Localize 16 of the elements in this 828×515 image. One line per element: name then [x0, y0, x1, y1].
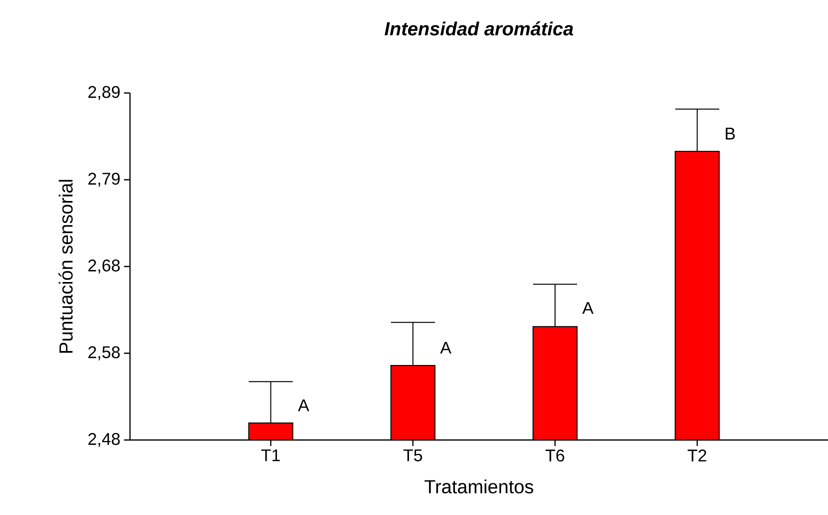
y-tick-label: 2,79	[88, 172, 120, 187]
x-tick-label: T1	[261, 450, 280, 462]
y-tick-label: 2,68	[88, 259, 120, 274]
x-tick-label: T5	[403, 450, 422, 462]
y-tick-label: 2,58	[88, 346, 120, 360]
y-tick-label: 2,48	[88, 432, 120, 447]
annotation: A	[298, 399, 310, 412]
x-axis-title: Tratamientos	[424, 480, 534, 494]
annotation: B	[726, 128, 735, 140]
annotation: A	[440, 342, 452, 354]
annotation: A	[582, 302, 594, 314]
chart-title: Intensidad aromática	[384, 21, 574, 36]
x-tick-label: T2	[688, 450, 706, 462]
x-tick-label: T6	[546, 450, 564, 462]
y-axis-title: Puntuación sensorial	[58, 180, 73, 353]
y-tick-label: 2,89	[88, 86, 120, 100]
